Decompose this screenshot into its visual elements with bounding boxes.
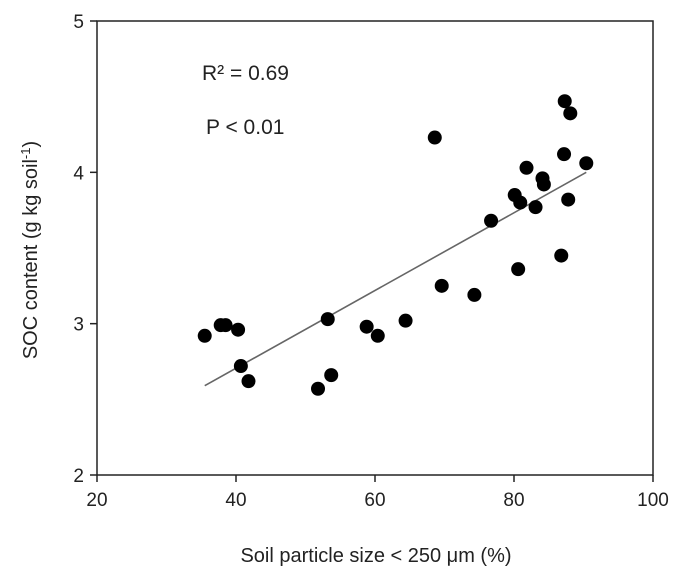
data-point	[370, 328, 385, 343]
data-point	[398, 313, 413, 328]
data-point	[218, 318, 233, 333]
data-point	[554, 248, 569, 263]
y-axis-title-close: )	[20, 141, 42, 148]
y-tick-label: 5	[73, 12, 84, 33]
y-axis-title: SOC content (g kg soil-1)	[18, 141, 42, 359]
y-tick-label: 3	[73, 315, 84, 336]
y-tick-label: 2	[73, 466, 84, 487]
data-point	[434, 278, 449, 293]
data-point	[233, 359, 248, 374]
data-point	[557, 147, 572, 162]
data-point	[320, 312, 335, 327]
x-tick-label: 100	[637, 490, 669, 511]
plot-frame	[96, 20, 654, 476]
plot-axes	[96, 20, 654, 476]
data-point	[484, 213, 499, 228]
data-point	[467, 287, 482, 302]
data-point	[513, 195, 528, 210]
data-point	[324, 368, 339, 383]
data-point	[536, 177, 551, 192]
x-axis-title: Soil particle size < 250 μm (%)	[240, 545, 511, 567]
trendline-group	[204, 171, 587, 387]
data-point	[197, 328, 212, 343]
x-tick-label: 80	[503, 490, 524, 511]
x-tick-label: 20	[86, 490, 107, 511]
data-point	[528, 200, 543, 215]
y-axis-title-superscript: -1	[18, 148, 33, 160]
y-axis-title-main: SOC content (g kg soil	[20, 159, 42, 359]
p-value-annotation: P < 0.01	[206, 116, 284, 139]
data-point	[557, 94, 572, 109]
axis-ticks: 20 40 60 80 100 2 3 4 5	[73, 12, 668, 511]
y-tick-label: 4	[73, 163, 84, 184]
regression-line	[204, 171, 587, 387]
data-point	[563, 106, 578, 121]
data-point	[231, 322, 246, 337]
data-point	[359, 319, 374, 334]
data-points	[197, 94, 594, 396]
x-tick-label: 40	[225, 490, 246, 511]
x-tick-label: 60	[364, 490, 385, 511]
data-point	[511, 262, 526, 277]
data-point	[311, 381, 326, 396]
data-point	[579, 156, 594, 171]
data-point	[427, 130, 442, 145]
data-point	[241, 374, 256, 389]
data-point	[561, 192, 576, 207]
data-point	[519, 160, 534, 175]
r-squared-annotation: R² = 0.69	[202, 62, 289, 85]
